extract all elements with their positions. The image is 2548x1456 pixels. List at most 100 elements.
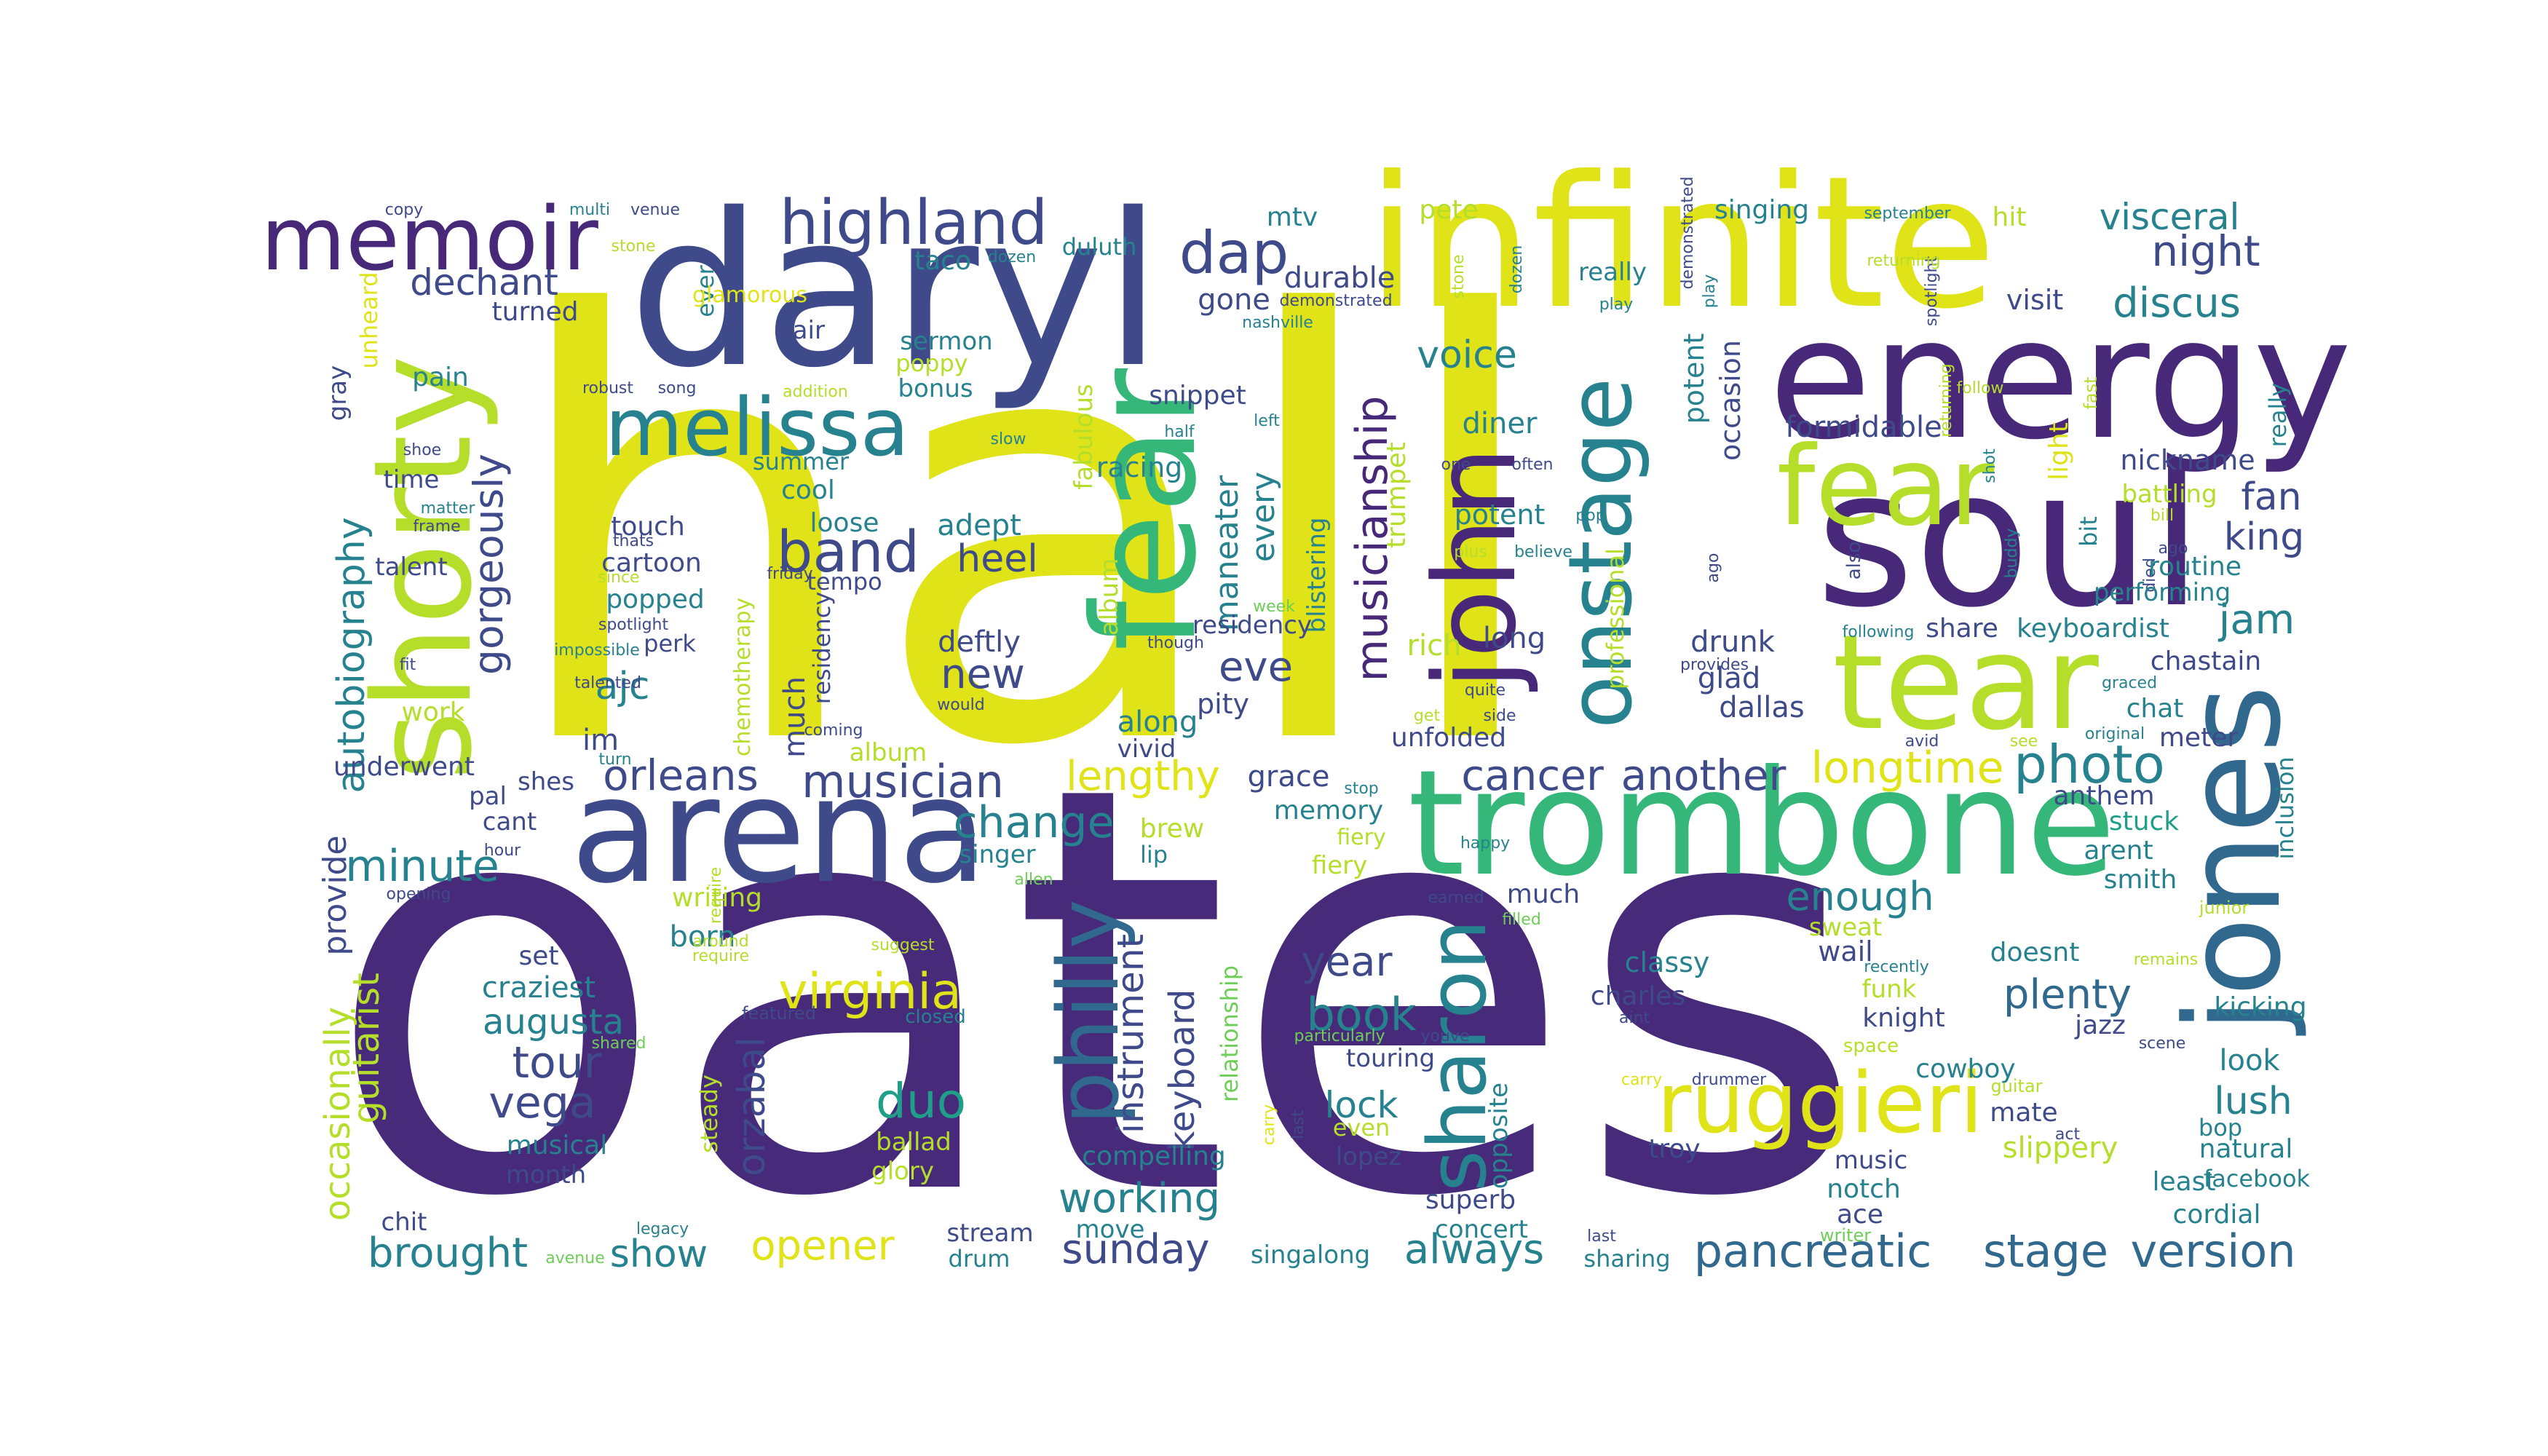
word-pair: pair — [777, 316, 825, 345]
word-multi: copy — [385, 201, 424, 219]
word-passionate: gray — [323, 365, 352, 422]
word-fear: fear — [1062, 368, 1227, 651]
word-chit: chit — [381, 1208, 427, 1237]
word-compelling: compelling — [1082, 1142, 1226, 1171]
word-brought: brought — [368, 1230, 528, 1277]
word-pancreatic: pancreatic — [1694, 1224, 1932, 1278]
word-blistering: fabulous — [1069, 384, 1099, 489]
word-talented: fit — [400, 656, 416, 674]
word-superb: superb — [1425, 1185, 1516, 1215]
word-grace: singer — [959, 840, 1035, 869]
word-potent: potent — [1678, 333, 1710, 424]
word-dap: dap — [1179, 219, 1289, 287]
word-loose: loose — [810, 508, 879, 538]
word-book: book — [1306, 988, 1416, 1041]
word-slippery: slippery — [2003, 1131, 2118, 1165]
word-stream: stream — [946, 1219, 1033, 1248]
word-light: long — [1483, 622, 1546, 655]
word-addition: slow — [990, 430, 1026, 448]
word-robust: addition — [783, 383, 848, 401]
word-multi-v: spotlight — [1923, 256, 1941, 326]
word-performing: also — [1843, 542, 1865, 580]
word-jones: jones — [2158, 685, 2310, 1037]
word-rich: vivid — [1117, 735, 1176, 764]
word-mate: mate — [1990, 1098, 2057, 1128]
word-show: show — [610, 1233, 708, 1276]
word-go: original — [2085, 725, 2145, 743]
word-drum: drum — [949, 1245, 1010, 1273]
word-slow: left — [1254, 412, 1280, 430]
word-long: along — [1117, 705, 1198, 739]
word-kicking: kicking — [2214, 992, 2306, 1022]
word-stop: happy — [1460, 834, 1510, 852]
word-glory: glory — [871, 1157, 934, 1186]
word-arena: arena — [571, 746, 988, 916]
word-singalong: singalong — [1251, 1241, 1371, 1270]
word-buddy: september — [1864, 205, 1951, 223]
word-philly: philly — [1040, 899, 1138, 1125]
word-funk: funk — [1862, 975, 1917, 1004]
word-mtv: visit — [2006, 284, 2063, 316]
word-john: john — [1409, 446, 1541, 692]
word-vocal: fear — [1777, 424, 1995, 550]
word-require: suggest — [871, 936, 935, 954]
word-believe: plus — [1454, 543, 1487, 561]
word-demonstrated: nashville — [1242, 314, 1313, 332]
word-chemotherapy: steady — [695, 1075, 723, 1153]
word-left: half — [1164, 423, 1195, 441]
word-really: bit — [2075, 516, 2102, 547]
word-look: look — [2219, 1044, 2280, 1077]
word-maneater: maneater — [1208, 475, 1246, 631]
word-oates: oates — [324, 666, 1867, 1319]
word-hit: battling — [2121, 480, 2217, 509]
word-carry: last — [1587, 1227, 1616, 1246]
word-jazz: jazz — [2074, 1010, 2126, 1040]
word-ruggieri: ruggieri — [1657, 1055, 1983, 1152]
word-much: album — [850, 738, 927, 767]
word-arent: arent — [2084, 836, 2153, 866]
word-onstage: onstage — [1551, 378, 1652, 729]
word-space: scene — [2139, 1034, 2186, 1053]
word-graced: buddy — [2003, 529, 2021, 579]
word-avenue: legacy — [636, 1220, 689, 1238]
word-underwent: underwent — [333, 752, 475, 782]
word-side: get — [1414, 707, 1441, 725]
word-cancer: cancer — [1461, 751, 1604, 800]
word-concert: concert — [1435, 1215, 1528, 1244]
word-duluth: hit — [1993, 202, 2027, 232]
word-singer: fiery — [1312, 851, 1367, 880]
word-ago: follow — [1957, 379, 2004, 397]
word-spotlight: since — [598, 569, 639, 587]
word-durable: snippet — [1149, 381, 1246, 411]
word-shared: require — [692, 947, 749, 965]
word-sharing: sharing — [1583, 1245, 1670, 1273]
word-ever: glamorous — [692, 282, 807, 308]
word-lush: lush — [2214, 1080, 2292, 1123]
word-unfolded: pity — [1197, 688, 1249, 720]
word-virginia: virginia — [778, 963, 962, 1021]
word-month: month — [506, 1160, 586, 1190]
word-memory: lip — [1140, 841, 1168, 869]
word-happy: earned — [1428, 889, 1484, 907]
word-work: work — [401, 697, 464, 727]
word-touring: touring — [1346, 1044, 1435, 1073]
word-avid: bill — [2151, 507, 2174, 525]
word-gray: duluth — [1062, 233, 1137, 261]
word-featured: closed — [905, 1006, 965, 1028]
word-gone: durable — [1284, 261, 1396, 295]
word-cool: cool — [781, 475, 835, 505]
word-relationship: inclusion — [2271, 756, 2299, 859]
word-augusta: augusta — [483, 1002, 624, 1042]
word-quite: side — [1483, 707, 1516, 725]
word-time: time — [384, 465, 440, 494]
word-tempo: tempo — [807, 568, 882, 596]
word-lip: much — [1507, 879, 1580, 909]
word-duo: duo — [876, 1073, 966, 1129]
word-touching: unheard — [355, 272, 383, 368]
word-glamorous: singing — [1714, 195, 1809, 225]
word-shes: shes — [518, 767, 574, 796]
word-ace: ace — [1837, 1200, 1883, 1230]
word-least: least — [2152, 1167, 2215, 1197]
word-bill: returning — [1937, 363, 1955, 437]
word-troy: troy — [1648, 1134, 1700, 1164]
